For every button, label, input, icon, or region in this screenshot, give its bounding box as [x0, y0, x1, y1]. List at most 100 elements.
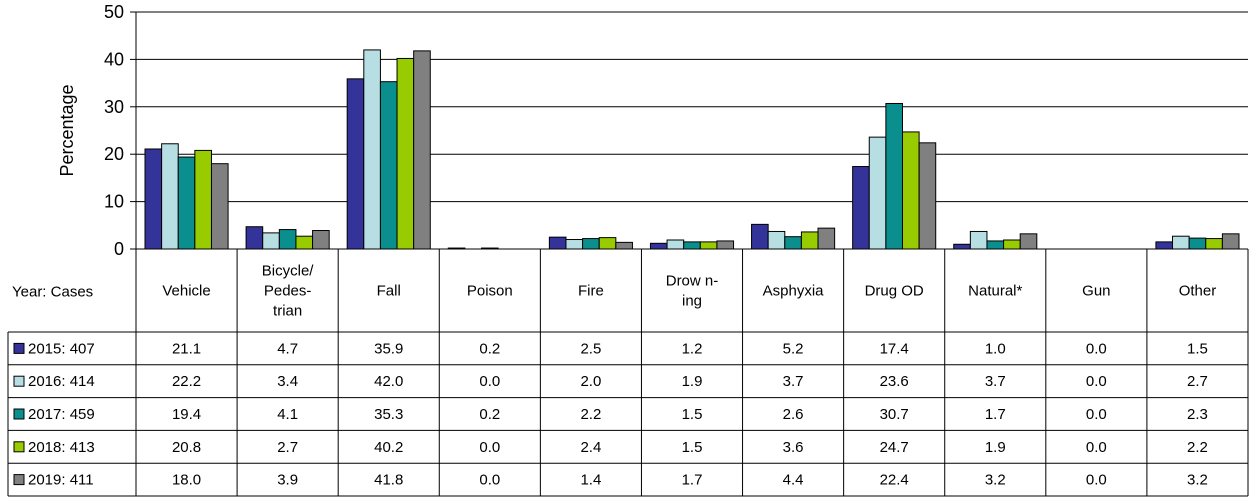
table-cell-value: 4.1 [277, 406, 298, 423]
table-cell-value: 1.0 [985, 340, 1006, 357]
y-axis-title: Percentage [57, 84, 77, 176]
bar [312, 230, 330, 250]
bar [161, 143, 179, 250]
table-cell-value: 21.1 [172, 340, 201, 357]
table-cell-value: 3.7 [783, 373, 804, 390]
bar [784, 236, 802, 250]
y-tick-label: 40 [104, 49, 124, 69]
category-label-line: Asphyxia [763, 283, 825, 300]
table-cell-value: 3.6 [783, 439, 804, 456]
table-cell-value: 2.7 [277, 439, 298, 456]
table-cell-value: 4.4 [783, 472, 804, 489]
table-cell-value: 0.2 [479, 340, 500, 357]
category-label-line: Poison [467, 283, 513, 300]
bar [144, 148, 163, 250]
category-label-line: Drug OD [865, 283, 924, 300]
bar [1221, 233, 1240, 250]
bar [885, 102, 903, 250]
y-tick-label: 0 [114, 239, 124, 259]
bar [598, 237, 617, 250]
table-cell-value: 23.6 [880, 373, 909, 390]
table-cell-value: 1.9 [985, 439, 1006, 456]
table-cell-value: 35.3 [374, 406, 403, 423]
table-cell-value: 1.5 [682, 406, 703, 423]
table-cell-value: 1.7 [682, 472, 703, 489]
category-label: Fall [377, 283, 401, 300]
table-cell-value: 1.5 [1187, 340, 1208, 357]
table-cell-value: 1.5 [682, 439, 703, 456]
category-label-line: Other [1179, 283, 1217, 300]
table-cell-value: 2.2 [1187, 439, 1208, 456]
category-label-line: ing [682, 293, 702, 310]
bar [683, 241, 701, 250]
category-label: Asphyxia [763, 283, 825, 300]
category-label: Poison [467, 283, 513, 300]
legend-swatch [13, 474, 25, 486]
table-cell-value: 1.7 [985, 406, 1006, 423]
table-cell-value: 0.0 [1086, 373, 1107, 390]
table-cell-value: 5.2 [783, 340, 804, 357]
table-cell-value: 2.7 [1187, 373, 1208, 390]
bar [379, 81, 398, 250]
bar [565, 239, 584, 250]
table-cell-value: 22.4 [880, 472, 909, 489]
bar [1205, 238, 1223, 250]
table-cell-value: 2.2 [580, 406, 601, 423]
category-label-line: Gun [1082, 283, 1110, 300]
bar [177, 156, 196, 250]
y-tick-label: 30 [104, 97, 124, 117]
table-cell-value: 3.2 [1187, 472, 1208, 489]
bar [716, 240, 735, 250]
category-label-line: Bicycle/ [262, 263, 315, 280]
table-cell-value: 35.9 [374, 340, 403, 357]
bar [666, 239, 685, 250]
category-label: Fire [578, 283, 604, 300]
bar [295, 235, 314, 250]
table-cell-value: 30.7 [880, 406, 909, 423]
category-label-line: Fire [578, 283, 604, 300]
legend-swatch [13, 342, 25, 354]
table-cell-value: 1.2 [682, 340, 703, 357]
bar [1003, 239, 1021, 250]
table-cell-value: 19.4 [172, 406, 201, 423]
legend-swatch [13, 441, 25, 453]
table-cell-value: 42.0 [374, 373, 403, 390]
legend-label: 2018: 413 [28, 439, 95, 456]
data-table: Year: Cases Vehicle Bicycle/Pedes-trian Fal… [7, 249, 1249, 497]
bar [751, 223, 769, 250]
table-cell-value: 2.4 [580, 439, 601, 456]
grid-layer [136, 11, 1248, 203]
bar [210, 163, 229, 250]
bar [852, 166, 870, 250]
table-cell-value: 0.0 [1086, 406, 1107, 423]
table-cell-value: 41.8 [374, 472, 403, 489]
bar [767, 230, 786, 250]
table-cell-value: 0.0 [479, 472, 500, 489]
legend-swatch [13, 408, 25, 420]
y-tick-label: 20 [104, 144, 124, 164]
bar [363, 49, 381, 250]
legend-swatch [13, 375, 25, 387]
table-cell-value: 2.5 [580, 340, 601, 357]
bar [548, 236, 567, 250]
table-cell-value: 4.7 [277, 340, 298, 357]
table-cell-value: 2.3 [1187, 406, 1208, 423]
category-label: Gun [1082, 283, 1110, 300]
legend-label: 2015: 407 [28, 340, 95, 357]
bar [953, 243, 971, 250]
bar [1188, 237, 1207, 250]
category-label-line: Fall [377, 283, 401, 300]
category-label: Drow n-ing [666, 273, 719, 310]
category-label: Natural* [968, 283, 1022, 300]
bar [346, 78, 365, 250]
bar [918, 142, 937, 250]
category-label: Other [1179, 283, 1217, 300]
table-cell-value: 40.2 [374, 439, 403, 456]
bar [986, 240, 1005, 250]
table-cell-value: 3.7 [985, 373, 1006, 390]
table-cell-value: 24.7 [880, 439, 909, 456]
table-cell-value: 0.2 [479, 406, 500, 423]
bar [969, 230, 988, 250]
bar [194, 149, 212, 250]
